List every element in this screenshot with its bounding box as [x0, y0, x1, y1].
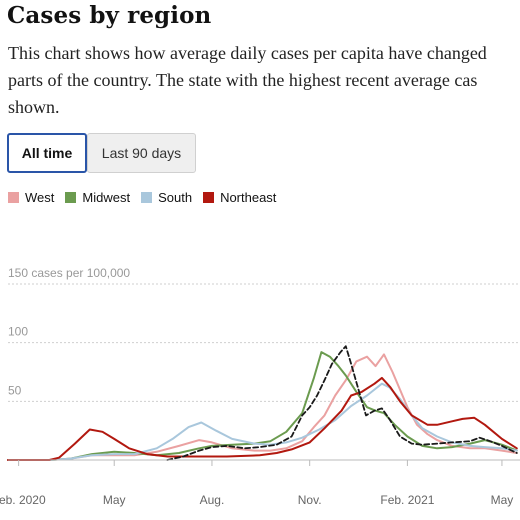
legend-item-northeast: Northeast — [203, 190, 276, 205]
x-tick-label: Feb. 2020 — [0, 493, 46, 507]
series-line-northeast — [7, 376, 518, 461]
description-line: This chart shows how average daily cases… — [8, 43, 487, 63]
legend-label-midwest: Midwest — [82, 190, 131, 205]
x-tick-label: May — [491, 493, 514, 507]
chart-description: This chart shows how average daily cases… — [8, 40, 520, 121]
legend-swatch-south — [141, 192, 153, 203]
legend-item-midwest: Midwest — [65, 190, 130, 205]
description-line: parts of the country. The state with the… — [8, 70, 478, 90]
legend-label-south: South — [158, 190, 193, 205]
legend-label-west: West — [25, 190, 55, 205]
x-tick-label: May — [103, 493, 126, 507]
x-tick-label: Feb. 2021 — [380, 493, 434, 507]
y-tick-label: 100 — [8, 325, 28, 339]
all-time-button[interactable]: All time — [7, 133, 87, 173]
legend-swatch-west — [8, 192, 19, 203]
y-tick-label: 50 — [8, 383, 22, 397]
y-tick-label: 150 cases per 100,000 — [8, 266, 130, 280]
page-title: Cases by region — [7, 2, 212, 29]
legend-swatch-northeast — [203, 192, 215, 203]
last-90-days-button[interactable]: Last 90 days — [87, 133, 196, 173]
chart-legend: West Midwest South Northeast — [8, 190, 287, 205]
description-line: shown. — [8, 97, 60, 117]
legend-item-west: West — [8, 190, 54, 205]
legend-swatch-midwest — [65, 192, 77, 203]
x-tick-label: Aug. — [200, 493, 225, 507]
legend-label-northeast: Northeast — [220, 190, 277, 205]
series-line-highlighted-state — [166, 345, 518, 461]
x-tick-label: Nov. — [298, 493, 322, 507]
legend-item-south: South — [141, 190, 192, 205]
series-line-midwest — [7, 351, 518, 461]
series-line-south — [7, 382, 518, 461]
